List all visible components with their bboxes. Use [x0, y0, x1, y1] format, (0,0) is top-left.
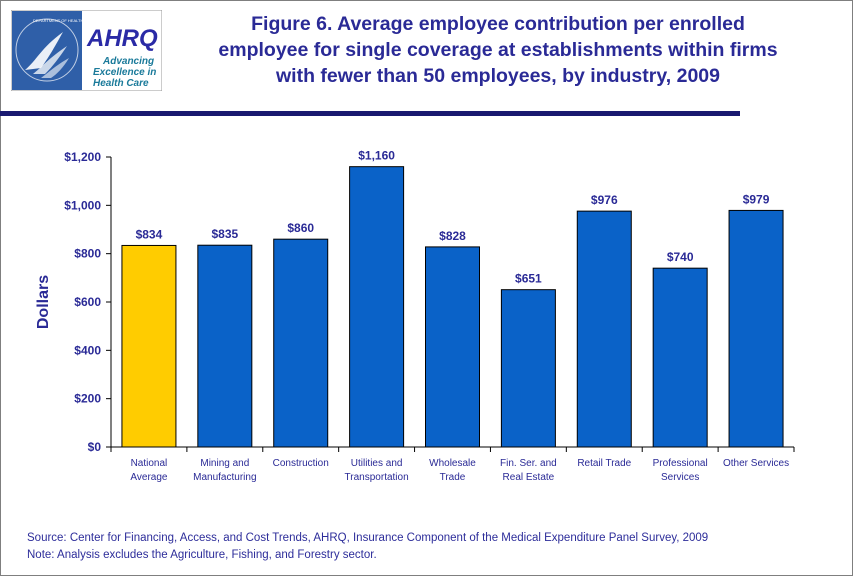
category-label: Utilities and [351, 458, 403, 469]
bar [349, 166, 405, 448]
category-label: Real Estate [503, 472, 555, 483]
category-label: Trade [440, 472, 466, 483]
title-line: employee for single coverage at establis… [218, 39, 778, 61]
bar [273, 238, 329, 448]
tagline-line-3: Health Care [93, 78, 149, 89]
tagline-line-2: Excellence in [93, 67, 156, 78]
category-label: National [131, 458, 168, 469]
figure-title: Figure 6. Average employee contribution … [188, 11, 808, 89]
data-label: $835 [211, 227, 238, 241]
y-tick-label: $1,200 [64, 150, 101, 164]
logo-graphic: DEPARTMENT OF HEALTH & HUMAN SERVICES • … [10, 9, 163, 92]
category-label: Mining and [200, 458, 249, 469]
category-label: Wholesale [429, 458, 476, 469]
bar [652, 267, 708, 448]
seal-ring [15, 18, 79, 82]
category-label: Other Services [723, 458, 789, 469]
data-label: $651 [515, 272, 542, 286]
bar [197, 244, 253, 448]
data-label: $860 [287, 221, 314, 235]
category-label: Construction [273, 458, 329, 469]
footnotes: Source: Center for Financing, Access, an… [27, 530, 708, 564]
bar [425, 246, 480, 448]
category-label: Professional [653, 458, 708, 469]
title-line: Figure 6. Average employee contribution … [251, 13, 745, 35]
data-label: $976 [591, 193, 618, 207]
eagle-profile-icon [25, 32, 63, 70]
seal-text: DEPARTMENT OF HEALTH & HUMAN SERVICES • … [33, 18, 136, 23]
analysis-note: Note: Analysis excludes the Agriculture,… [27, 549, 377, 561]
y-tick-label: $200 [74, 392, 101, 406]
category-label: Retail Trade [577, 458, 631, 469]
title-divider [0, 111, 740, 116]
category-label: Fin. Ser. and [500, 458, 557, 469]
bar [500, 289, 556, 448]
ahrq-wordmark: AHRQ [86, 25, 158, 52]
tagline-line-1: Advancing [102, 56, 154, 67]
source-note: Source: Center for Financing, Access, an… [27, 532, 709, 544]
y-tick-label: $1,000 [64, 198, 101, 212]
data-label: $979 [743, 192, 770, 206]
title-line: with fewer than 50 employees, by industr… [276, 65, 720, 87]
bar [121, 244, 177, 448]
category-label: Manufacturing [193, 472, 256, 483]
data-label: $834 [136, 227, 163, 241]
y-axis-title: Dollars [35, 275, 52, 329]
y-tick-label: $400 [74, 343, 101, 357]
data-label: $1,160 [358, 149, 395, 163]
data-label: $740 [667, 250, 694, 264]
y-tick-label: $800 [74, 247, 101, 261]
category-label: Transportation [345, 472, 409, 483]
category-label: Average [130, 472, 168, 483]
y-tick-label: $600 [74, 295, 101, 309]
data-label: $828 [439, 229, 466, 243]
y-tick-label: $0 [88, 440, 102, 454]
bar [576, 210, 632, 448]
ahrq-logo: DEPARTMENT OF HEALTH & HUMAN SERVICES • … [10, 9, 163, 92]
bar [728, 209, 784, 448]
category-label: Services [661, 472, 699, 483]
